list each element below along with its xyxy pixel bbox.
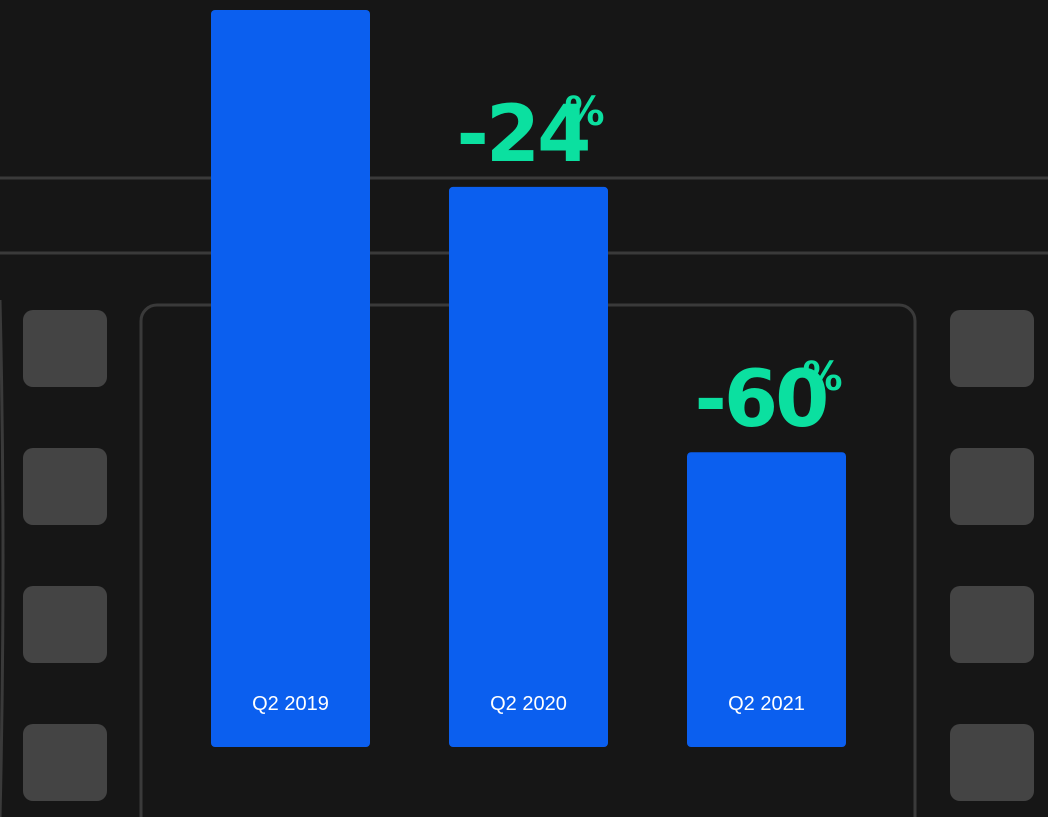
bar-q2-2019 xyxy=(211,10,370,747)
bars-group xyxy=(211,10,846,747)
change-value-label: -24 xyxy=(457,90,589,180)
change-value-label: -60 xyxy=(695,355,827,445)
sprocket-hole-left-1 xyxy=(23,310,107,387)
sprocket-hole-left-2 xyxy=(23,448,107,525)
category-label: Q2 2021 xyxy=(728,693,805,715)
labels-group: Q2 2019 Q2 2020 -24% Q2 2021 -60% xyxy=(252,89,842,715)
film-edge-curve xyxy=(0,299,5,817)
sprocket-hole-left-3 xyxy=(23,586,107,663)
change-unit-label: % xyxy=(564,89,604,135)
category-label: Q2 2019 xyxy=(252,693,329,715)
sprocket-hole-left-4 xyxy=(23,724,107,801)
film-strip-decoration xyxy=(0,176,1048,817)
sprocket-hole-right-1 xyxy=(950,310,1034,387)
bar-q2-2021 xyxy=(687,452,846,747)
sprocket-hole-right-4 xyxy=(950,724,1034,801)
change-unit-label: % xyxy=(802,354,842,400)
category-label: Q2 2020 xyxy=(490,693,567,715)
sprocket-hole-right-3 xyxy=(950,586,1034,663)
sprocket-hole-right-2 xyxy=(950,448,1034,525)
bar-q2-2020 xyxy=(449,186,608,747)
